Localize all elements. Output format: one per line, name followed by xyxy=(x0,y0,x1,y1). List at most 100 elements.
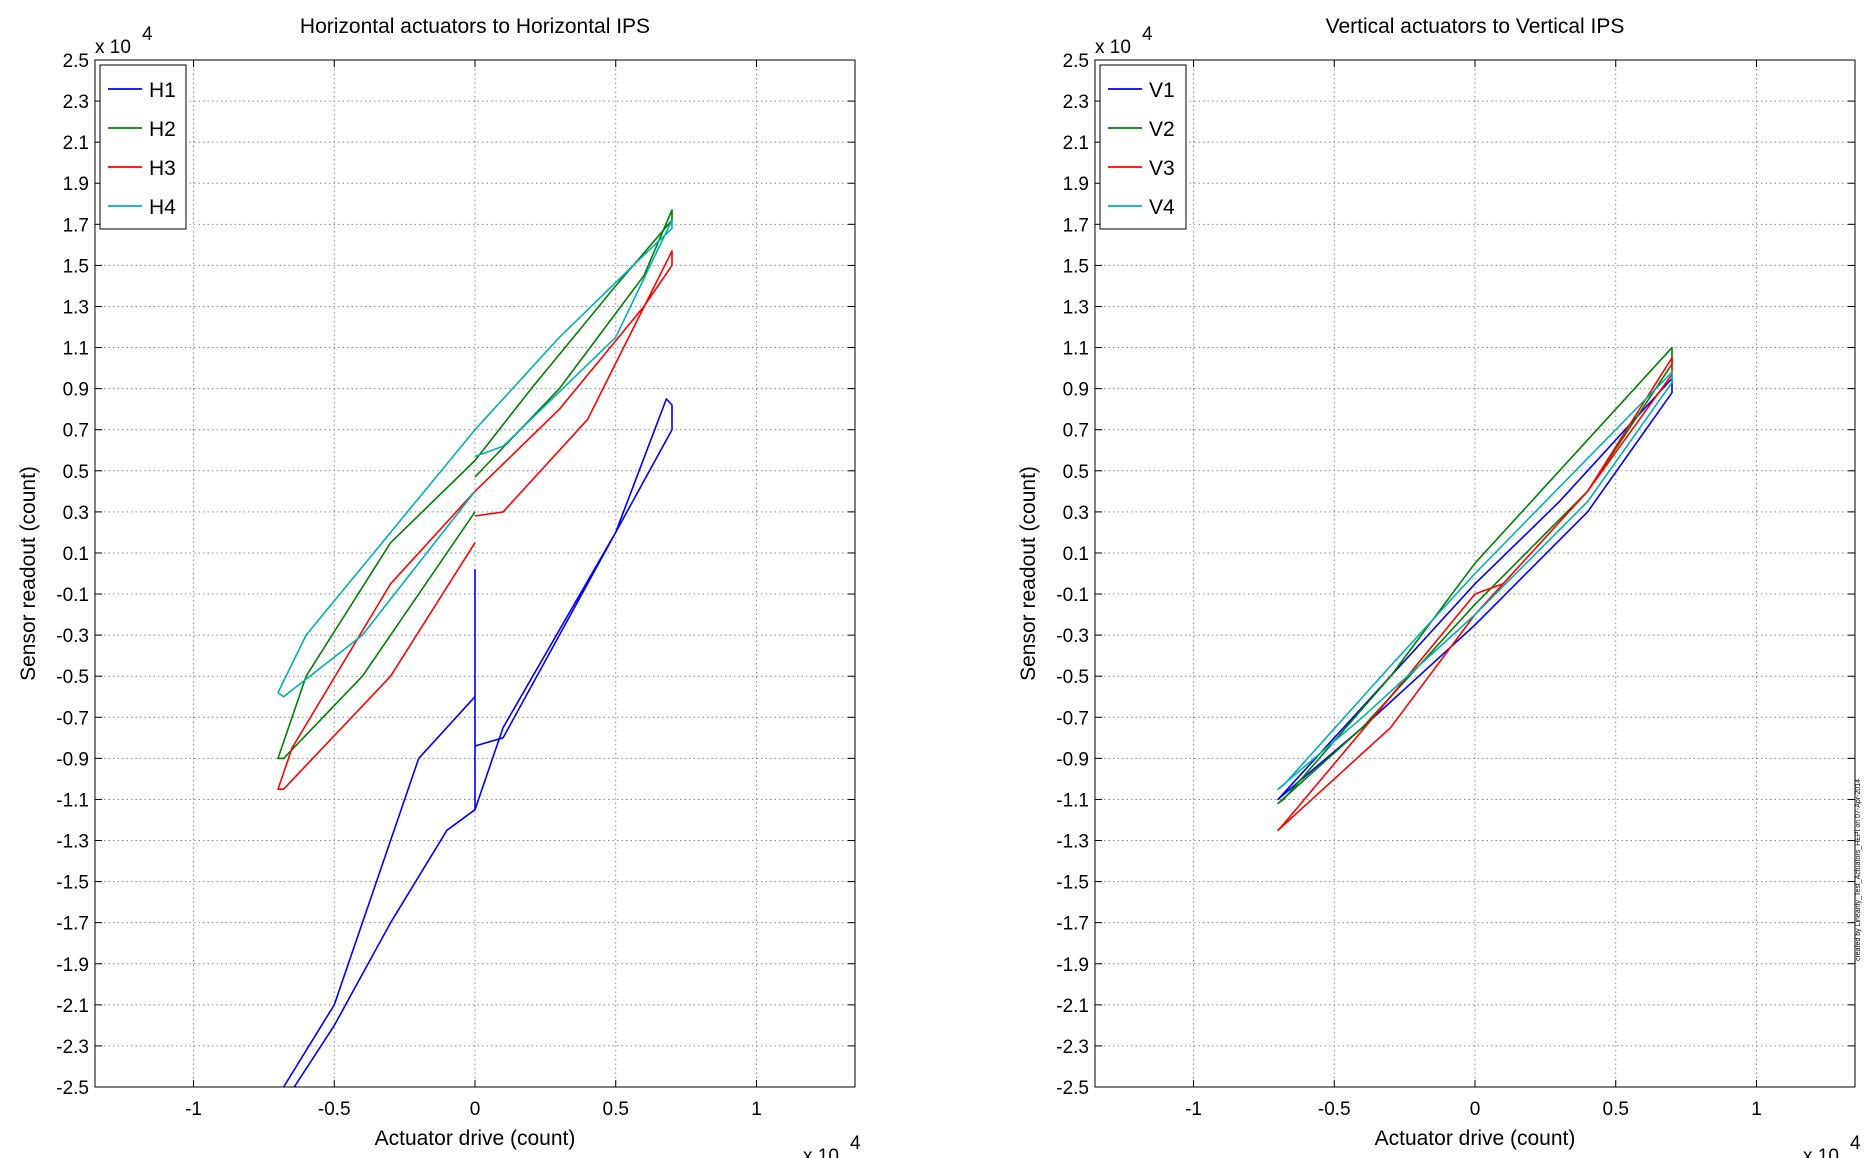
series-group xyxy=(1277,346,1673,832)
x-axis-label: Actuator drive (count) xyxy=(1375,1127,1576,1150)
y-tick-label: 1.1 xyxy=(1063,339,1089,360)
x-exponent-base: x 10 xyxy=(803,1146,839,1158)
x-tick-label: 1 xyxy=(751,1099,762,1120)
y-tick-label: -0.3 xyxy=(1056,626,1089,647)
y-tick-label: 0.1 xyxy=(1063,544,1089,565)
x-tick-label: -1 xyxy=(185,1099,202,1120)
y-tick-label: 0.9 xyxy=(63,380,89,401)
y-tick-label: -1.1 xyxy=(1056,790,1089,811)
chart-title: Horizontal actuators to Horizontal IPS xyxy=(300,15,650,38)
x-tick-label: -1 xyxy=(1185,1099,1202,1120)
y-tick-label: 0.5 xyxy=(63,462,89,483)
y-tick-label: 1.1 xyxy=(63,339,89,360)
y-tick-label: -0.7 xyxy=(56,708,89,729)
y-exponent-base: x 10 xyxy=(95,37,131,58)
series-line-h2 xyxy=(277,209,673,760)
y-tick-label: 0.7 xyxy=(1063,421,1089,442)
y-tick-label: -1.3 xyxy=(56,832,89,853)
x-exponent-base: x 10 xyxy=(1803,1146,1839,1158)
legend-entry: H4 xyxy=(149,196,176,219)
x-exponent-power: 4 xyxy=(850,1133,861,1154)
legend: V1 V2 V3 V4 xyxy=(1099,64,1187,230)
series-group xyxy=(277,209,673,1087)
x-tick-label: 0.5 xyxy=(603,1099,629,1120)
chart-panel-1: -1 -0.5 0 0.5 1 -2.5 -2.3 -2.1 -1.9 -1.7 -1.5 -1.3 -… xyxy=(17,15,861,1158)
y-tick-label: 2.5 xyxy=(63,51,89,72)
x-tick-label: 0.5 xyxy=(1603,1099,1629,1120)
series-line-h1 xyxy=(282,398,673,1087)
x-axis-label: Actuator drive (count) xyxy=(375,1127,576,1150)
series-line-v3 xyxy=(1277,356,1673,832)
legend-entry: V4 xyxy=(1149,196,1175,219)
legend: H1 H2 H3 H4 xyxy=(99,64,187,230)
y-tick-label: -2.1 xyxy=(56,996,89,1017)
y-tick-label: -0.7 xyxy=(1056,708,1089,729)
y-tick-label: -2.1 xyxy=(1056,996,1089,1017)
legend-entry: V2 xyxy=(1149,118,1175,141)
y-exponent-base: x 10 xyxy=(1095,37,1131,58)
y-tick-label: -1.9 xyxy=(1056,955,1089,976)
x-tick-label: 1 xyxy=(1751,1099,1762,1120)
y-tick-label: -0.5 xyxy=(56,667,89,688)
y-tick-label: -0.1 xyxy=(1056,585,1089,606)
y-tick-label: -0.1 xyxy=(56,585,89,606)
y-tick-label: -1.9 xyxy=(56,955,89,976)
y-tick-label: -1.7 xyxy=(1056,914,1089,935)
y-tick-label: 1.9 xyxy=(1063,174,1089,195)
footer-note: created by Linearity_Test_Actuators_HEPI… xyxy=(1855,779,1862,961)
y-tick-label: -0.5 xyxy=(1056,667,1089,688)
y-tick-label: -0.9 xyxy=(56,749,89,770)
y-tick-label: 0.1 xyxy=(63,544,89,565)
y-tick-label: 2.1 xyxy=(63,133,89,154)
y-tick-label: 2.5 xyxy=(1063,51,1089,72)
y-tick-label: 0.9 xyxy=(1063,380,1089,401)
series-line-v4 xyxy=(1277,371,1673,791)
x-tick-label: 0 xyxy=(470,1099,481,1120)
legend-entry: H2 xyxy=(149,118,176,141)
y-axis-label: Sensor readout (count) xyxy=(17,466,40,681)
legend-entry: H3 xyxy=(149,157,176,180)
y-tick-label: -2.3 xyxy=(1056,1037,1089,1058)
x-tick-label: -0.5 xyxy=(1318,1099,1351,1120)
y-tick-label: -2.5 xyxy=(56,1078,89,1099)
series-line-segment-1 xyxy=(293,809,476,1087)
y-tick-label: 1.3 xyxy=(63,297,89,318)
y-tick-label: 1.9 xyxy=(63,174,89,195)
y-tick-label: -1.5 xyxy=(1056,873,1089,894)
y-tick-label: -1.1 xyxy=(56,790,89,811)
y-tick-label: 1.7 xyxy=(63,215,89,236)
x-tick-label: 0 xyxy=(1470,1099,1481,1120)
series-line-h3 xyxy=(277,250,673,791)
series-line-v2 xyxy=(1277,346,1673,805)
y-tick-label: 1.7 xyxy=(1063,215,1089,236)
legend-entry: H1 xyxy=(149,79,176,102)
y-tick-label: 1.3 xyxy=(1063,297,1089,318)
chart-panel-2: -1 -0.5 0 0.5 1 -2.5 -2.3 -2.1 -1.9 -1.7 -1.5 -1.3 -… xyxy=(1017,15,1861,1158)
chart-title: Vertical actuators to Vertical IPS xyxy=(1326,15,1625,38)
y-tick-label: -0.9 xyxy=(1056,749,1089,770)
y-tick-label: -2.3 xyxy=(56,1037,89,1058)
y-tick-label: 2.3 xyxy=(1063,92,1089,113)
y-tick-label: 0.7 xyxy=(63,421,89,442)
y-tick-label: -1.5 xyxy=(56,873,89,894)
y-exponent-power: 4 xyxy=(1142,24,1153,45)
legend-entry: V3 xyxy=(1149,157,1175,180)
y-tick-label: -0.3 xyxy=(56,626,89,647)
x-exponent-power: 4 xyxy=(1850,1133,1861,1154)
y-tick-label: -2.5 xyxy=(1056,1078,1089,1099)
y-tick-label: 1.5 xyxy=(63,256,89,277)
y-tick-label: 2.3 xyxy=(63,92,89,113)
legend-box xyxy=(1099,64,1187,230)
x-tick-label: -0.5 xyxy=(318,1099,351,1120)
y-tick-label: -1.7 xyxy=(56,914,89,935)
series-line-h4 xyxy=(277,219,673,698)
legend-box xyxy=(99,64,187,230)
y-tick-label: 0.3 xyxy=(63,503,89,524)
y-tick-label: 0.5 xyxy=(1063,462,1089,483)
y-axis-label: Sensor readout (count) xyxy=(1017,466,1040,681)
y-tick-label: 2.1 xyxy=(1063,133,1089,154)
y-exponent-power: 4 xyxy=(142,24,153,45)
y-tick-label: -1.3 xyxy=(1056,832,1089,853)
y-tick-label: 1.5 xyxy=(1063,256,1089,277)
